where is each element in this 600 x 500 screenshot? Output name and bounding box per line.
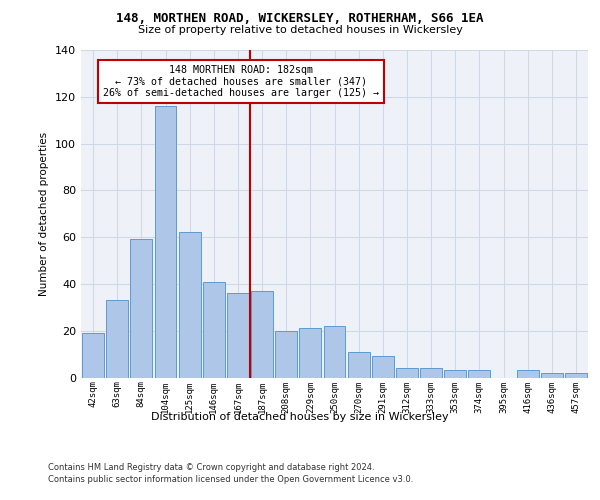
Bar (565, 373, 587, 378)
Text: 148 MORTHEN ROAD: 182sqm
← 73% of detached houses are smaller (347)
26% of semi-: 148 MORTHEN ROAD: 182sqm ← 73% of detach… (103, 64, 379, 98)
Bar (541, 373, 563, 378)
Bar (106, 300, 128, 378)
Bar (179, 232, 200, 378)
Bar (348, 352, 370, 378)
Bar (299, 328, 321, 378)
Bar (517, 370, 539, 378)
Text: Size of property relative to detached houses in Wickersley: Size of property relative to detached ho… (137, 25, 463, 35)
Bar (82, 333, 104, 378)
Bar (445, 370, 466, 378)
Bar (420, 368, 442, 378)
Bar (203, 282, 224, 378)
Bar (155, 106, 176, 378)
Text: Distribution of detached houses by size in Wickersley: Distribution of detached houses by size … (151, 412, 449, 422)
Y-axis label: Number of detached properties: Number of detached properties (40, 132, 49, 296)
Bar (227, 294, 249, 378)
Text: 148, MORTHEN ROAD, WICKERSLEY, ROTHERHAM, S66 1EA: 148, MORTHEN ROAD, WICKERSLEY, ROTHERHAM… (116, 12, 484, 26)
Bar (130, 240, 152, 378)
Text: Contains public sector information licensed under the Open Government Licence v3: Contains public sector information licen… (48, 475, 413, 484)
Bar (396, 368, 418, 378)
Bar (275, 330, 297, 378)
Bar (469, 370, 490, 378)
Text: Contains HM Land Registry data © Crown copyright and database right 2024.: Contains HM Land Registry data © Crown c… (48, 462, 374, 471)
Bar (323, 326, 346, 378)
Bar (372, 356, 394, 378)
Bar (251, 291, 273, 378)
